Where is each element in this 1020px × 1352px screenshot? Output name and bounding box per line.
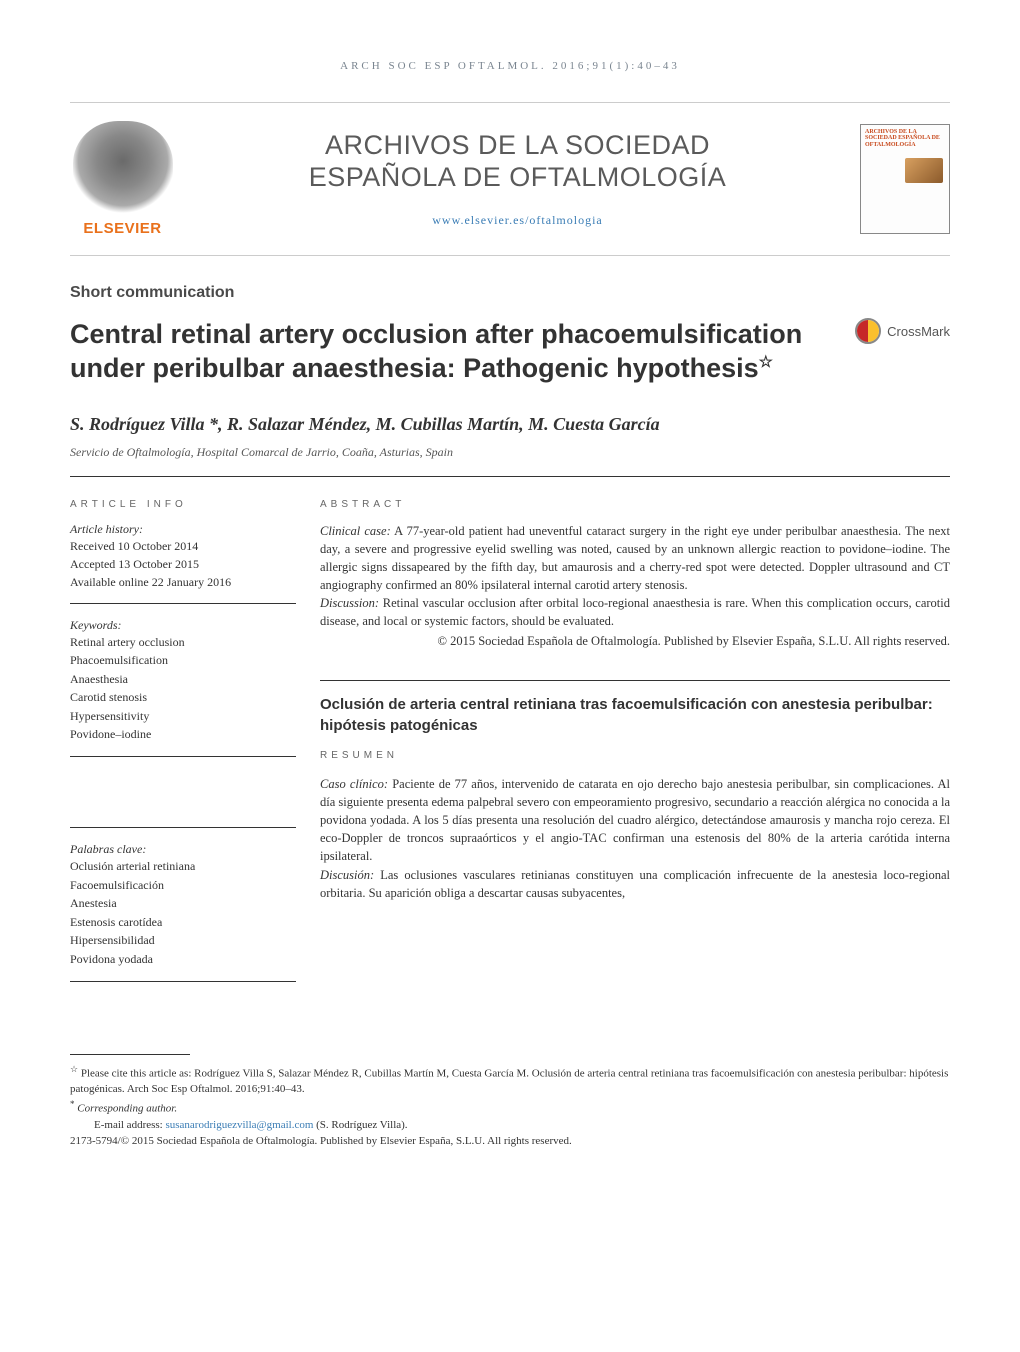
- journal-title-line2: ESPAÑOLA DE OFTALMOLOGÍA: [309, 162, 727, 192]
- sidebar: ARTICLE INFO Article history: Received 1…: [70, 477, 320, 996]
- article-type: Short communication: [70, 284, 950, 302]
- cite-mark: ☆: [70, 1064, 78, 1074]
- abstract-heading: ABSTRACT: [320, 499, 950, 510]
- spanish-title: Oclusión de arteria central retiniana tr…: [320, 680, 950, 736]
- resumen-caso: Caso clínico: Paciente de 77 años, inter…: [320, 775, 950, 866]
- abstract-clinical: Clinical case: A 77-year-old patient had…: [320, 522, 950, 595]
- discusion-label: Discusión:: [320, 868, 374, 882]
- cover-image-icon: [905, 158, 943, 183]
- journal-cover-thumbnail: ARCHIVOS DE LA SOCIEDAD ESPAÑOLA DE OFTA…: [860, 124, 950, 234]
- title-row: Central retinal artery occlusion after p…: [70, 318, 950, 386]
- palabra-clave: Povidona yodada: [70, 950, 296, 969]
- discussion-label: Discussion:: [320, 596, 379, 610]
- keyword: Phacoemulsification: [70, 651, 296, 670]
- resumen-heading: RESUMEN: [320, 750, 950, 761]
- palabra-clave: Anestesia: [70, 894, 296, 913]
- palabra-clave: Facoemulsificación: [70, 876, 296, 895]
- journal-title: ARCHIVOS DE LA SOCIEDAD ESPAÑOLA DE OFTA…: [175, 130, 860, 192]
- cite-footnote: ☆ Please cite this article as: Rodríguez…: [70, 1063, 950, 1099]
- discussion-text: Retinal vascular occlusion after orbital…: [320, 596, 950, 628]
- issn-copyright: 2173-5794/© 2015 Sociedad Española de Of…: [70, 1134, 950, 1150]
- discusion-text: Las oclusiones vasculares retinianas con…: [320, 868, 950, 900]
- article-info-heading: ARTICLE INFO: [70, 499, 296, 510]
- corr-text: Corresponding author.: [75, 1103, 178, 1115]
- palabras-label: Palabras clave:: [70, 842, 296, 857]
- cite-text: Please cite this article as: Rodríguez V…: [70, 1067, 948, 1095]
- palabra-clave: Estenosis carotídea: [70, 913, 296, 932]
- clinical-case-text: A 77-year-old patient had uneventful cat…: [320, 524, 950, 592]
- cover-title: ARCHIVOS DE LA SOCIEDAD ESPAÑOLA DE OFTA…: [865, 129, 945, 148]
- journal-url[interactable]: www.elsevier.es/oftalmologia: [175, 213, 860, 228]
- affiliation: Servicio de Oftalmología, Hospital Comar…: [70, 445, 950, 460]
- accepted-date: Accepted 13 October 2015: [70, 555, 296, 573]
- online-date: Available online 22 January 2016: [70, 573, 296, 591]
- footnote-rule: [70, 1054, 190, 1055]
- publisher-logo: ELSEVIER: [70, 121, 175, 237]
- article-history-block: Article history: Received 10 October 201…: [70, 522, 296, 604]
- clinical-case-label: Clinical case:: [320, 524, 391, 538]
- author-email-link[interactable]: susanarodriguezvilla@gmail.com: [165, 1119, 313, 1131]
- crossmark-label: CrossMark: [887, 324, 950, 339]
- content-columns: ARTICLE INFO Article history: Received 1…: [70, 476, 950, 996]
- main-column: ABSTRACT Clinical case: A 77-year-old pa…: [320, 477, 950, 996]
- keyword: Povidone–iodine: [70, 725, 296, 744]
- footnotes: ☆ Please cite this article as: Rodríguez…: [70, 1044, 950, 1150]
- keyword: Retinal artery occlusion: [70, 633, 296, 652]
- keyword: Carotid stenosis: [70, 688, 296, 707]
- crossmark-icon: [855, 318, 881, 344]
- keywords-block: Keywords: Retinal artery occlusion Phaco…: [70, 618, 296, 758]
- title-footnote-mark: ☆: [759, 354, 773, 371]
- palabra-clave: Oclusión arterial retiniana: [70, 857, 296, 876]
- keyword: Hypersensitivity: [70, 707, 296, 726]
- copyright-en: © 2015 Sociedad Española de Oftalmología…: [320, 632, 950, 650]
- elsevier-tree-icon: [73, 121, 173, 216]
- publisher-name: ELSEVIER: [70, 220, 175, 237]
- resumen-discusion: Discusión: Las oclusiones vasculares ret…: [320, 866, 950, 902]
- palabra-clave: Hipersensibilidad: [70, 931, 296, 950]
- received-date: Received 10 October 2014: [70, 537, 296, 555]
- caso-text: Paciente de 77 años, intervenido de cata…: [320, 777, 950, 864]
- running-header: ARCH SOC ESP OFTALMOL. 2016;91(1):40–43: [70, 60, 950, 72]
- crossmark-badge[interactable]: CrossMark: [855, 318, 950, 344]
- article-title: Central retinal artery occlusion after p…: [70, 318, 810, 386]
- corresponding-footnote: * Corresponding author.: [70, 1098, 950, 1118]
- email-tail: (S. Rodríguez Villa).: [313, 1119, 407, 1131]
- article-title-text: Central retinal artery occlusion after p…: [70, 319, 802, 383]
- journal-title-line1: ARCHIVOS DE LA SOCIEDAD: [325, 130, 710, 160]
- history-label: Article history:: [70, 522, 296, 537]
- journal-name-block: ARCHIVOS DE LA SOCIEDAD ESPAÑOLA DE OFTA…: [175, 130, 860, 227]
- email-footnote: E-mail address: susanarodriguezvilla@gma…: [70, 1118, 950, 1134]
- caso-label: Caso clínico:: [320, 777, 388, 791]
- abstract-discussion: Discussion: Retinal vascular occlusion a…: [320, 594, 950, 630]
- keywords-label: Keywords:: [70, 618, 296, 633]
- journal-header: ELSEVIER ARCHIVOS DE LA SOCIEDAD ESPAÑOL…: [70, 102, 950, 256]
- email-label: E-mail address:: [94, 1119, 165, 1131]
- palabras-block: Palabras clave: Oclusión arterial retini…: [70, 827, 296, 982]
- keyword: Anaesthesia: [70, 670, 296, 689]
- authors: S. Rodríguez Villa *, R. Salazar Méndez,…: [70, 414, 950, 435]
